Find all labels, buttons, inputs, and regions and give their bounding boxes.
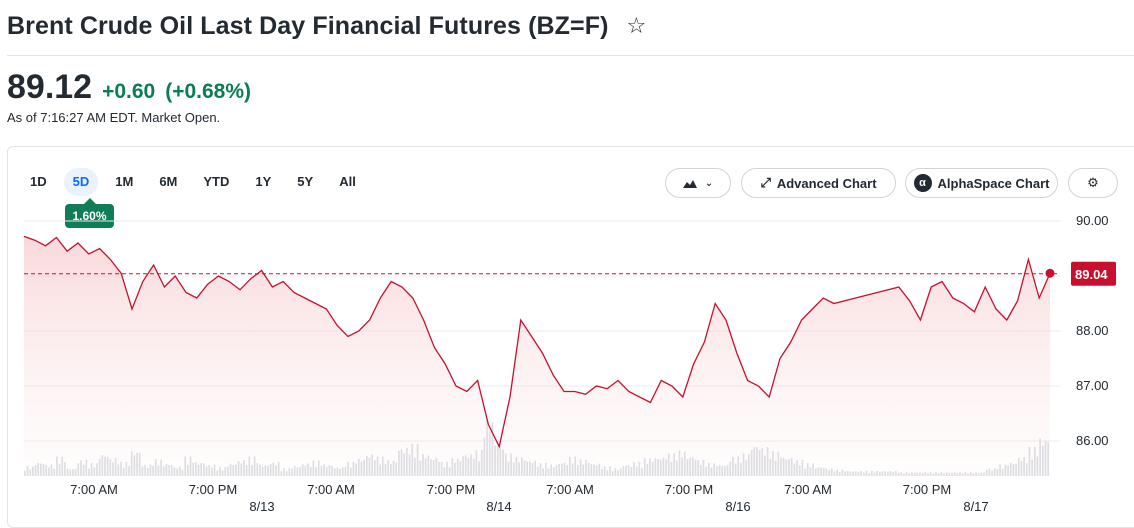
range-button-1m[interactable]: 1M: [115, 174, 134, 189]
price-tag-bg: [1071, 261, 1116, 286]
range-button-all[interactable]: All: [339, 174, 356, 189]
range-button-5d[interactable]: 5D: [63, 168, 99, 196]
price-chart[interactable]: 90.00 88.00 87.00 86.00 89.04 7:00 AM 7:00 PM 7…: [0, 0, 1134, 517]
quote-row: 89.12 +0.60 (+0.68%): [7, 68, 251, 107]
price-change-percent: (+0.68%): [165, 80, 252, 103]
current-price-dot: [1045, 268, 1055, 278]
market-timestamp: As of 7:16:27 AM EDT. Market Open.: [7, 110, 221, 125]
current-price-tag: 89.04: [1071, 261, 1116, 286]
x-tick-time: 7:00 AM: [784, 482, 832, 497]
page-title: Brent Crude Oil Last Day Financial Futur…: [7, 11, 609, 40]
range-change-badge: 1.60%: [65, 198, 114, 228]
chevron-down-icon: ⌄: [704, 177, 714, 189]
y-tick-label: 86.00: [1076, 433, 1109, 448]
x-tick-time: 7:00 PM: [665, 482, 713, 497]
x-tick-date: 8/16: [725, 499, 750, 514]
settings-button[interactable]: ⚙: [1068, 168, 1118, 198]
advanced-chart-label: Advanced Chart: [776, 175, 877, 191]
title-row: Brent Crude Oil Last Day Financial Futur…: [7, 6, 646, 46]
price-area-fill: [24, 236, 1050, 476]
range-button-6m[interactable]: 6M: [159, 174, 178, 189]
x-tick-time: 7:00 PM: [903, 482, 951, 497]
price-change: +0.60: [102, 80, 156, 103]
range-button-ytd[interactable]: YTD: [203, 174, 230, 189]
current-price: 89.12: [7, 68, 93, 106]
mountain-chart-icon: [682, 176, 697, 191]
range-button-5y[interactable]: 5Y: [297, 174, 314, 189]
alphaspace-chart-button[interactable]: α AlphaSpace Chart: [905, 168, 1058, 198]
range-button-1y[interactable]: 1Y: [255, 174, 272, 189]
x-tick-time: 7:00 AM: [546, 482, 594, 497]
range-selector: 1D 5D 1M 6M YTD 1Y 5Y All: [21, 168, 373, 196]
advanced-chart-button[interactable]: ⤢ Advanced Chart: [741, 168, 896, 198]
range-button-1d[interactable]: 1D: [30, 174, 47, 189]
x-tick-time: 7:00 PM: [189, 482, 237, 497]
chart-type-button[interactable]: ⌄: [665, 168, 731, 198]
alphaspace-logo-icon: α: [913, 174, 932, 192]
x-tick-time: 7:00 PM: [427, 482, 475, 497]
price-line: [23, 235, 1051, 449]
star-outline-icon[interactable]: ☆: [626, 13, 647, 38]
x-tick-date: 8/17: [963, 499, 988, 514]
y-tick-label: 88.00: [1076, 323, 1109, 338]
alphaspace-chart-label: AlphaSpace Chart: [937, 175, 1050, 191]
y-tick-label: 87.00: [1076, 378, 1109, 393]
expand-icon: ⤢: [760, 175, 771, 190]
x-tick-date: 8/14: [486, 499, 511, 514]
header-divider: [7, 55, 1134, 56]
x-tick-time: 7:00 AM: [70, 482, 118, 497]
price-tag-label: 89.04: [1075, 267, 1108, 282]
x-tick-time: 7:00 AM: [307, 482, 355, 497]
gear-icon: ⚙: [1087, 175, 1099, 190]
x-tick-date: 8/13: [249, 499, 274, 514]
y-tick-label: 90.00: [1076, 213, 1109, 228]
